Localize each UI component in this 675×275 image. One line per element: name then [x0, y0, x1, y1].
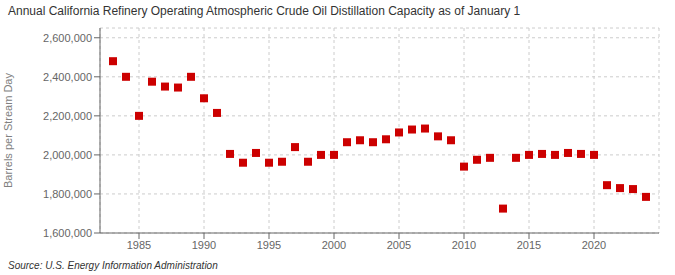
svg-text:2,000,000: 2,000,000 [43, 149, 92, 161]
svg-text:2015: 2015 [517, 239, 541, 251]
svg-text:2,200,000: 2,200,000 [43, 110, 92, 122]
svg-text:2005: 2005 [387, 239, 411, 251]
html-text:Source: U.S. Energy Informatio: Source: U.S. Energy Information Administ… [8, 260, 218, 271]
svg-text:2010: 2010 [452, 239, 476, 251]
svg-text:1,800,000: 1,800,000 [43, 188, 92, 200]
svg-text:1995: 1995 [257, 239, 281, 251]
svg-text:1990: 1990 [192, 239, 216, 251]
svg-text:2,400,000: 2,400,000 [43, 71, 92, 83]
html-text:Annual California Refinery Ope: Annual California Refinery Operating Atm… [8, 4, 521, 18]
svg-text:2020: 2020 [582, 239, 606, 251]
svg-text:1,600,000: 1,600,000 [43, 227, 92, 239]
svg-text:Barrels per Stream Day: Barrels per Stream Day [8, 73, 14, 188]
svg-text:1985: 1985 [127, 239, 151, 251]
svg-text:2000: 2000 [322, 239, 346, 251]
svg-text:2,600,000: 2,600,000 [43, 32, 92, 44]
